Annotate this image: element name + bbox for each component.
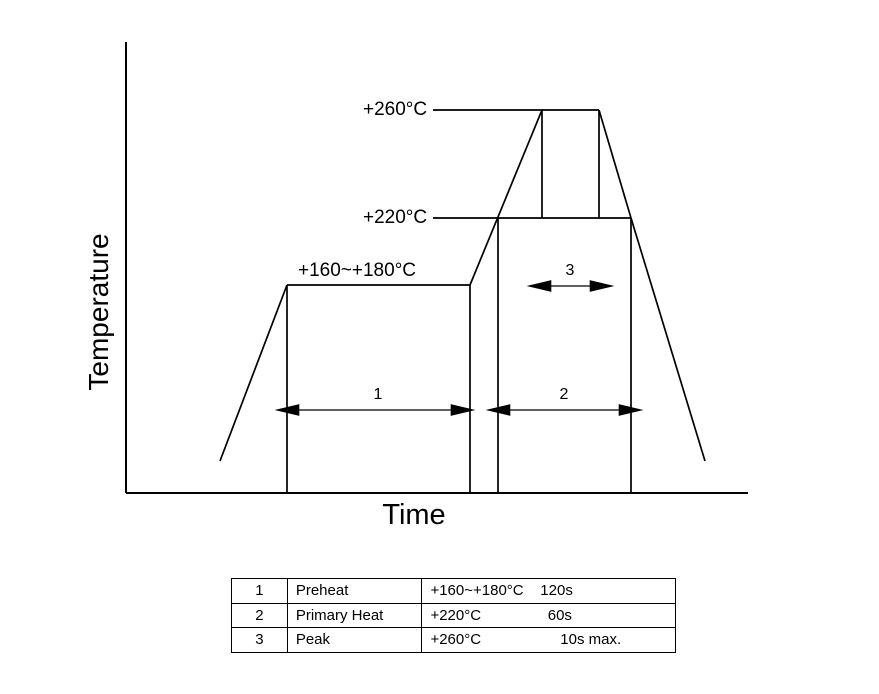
svg-text:3: 3	[566, 262, 575, 279]
svg-text:+260°C: +260°C	[363, 99, 427, 120]
svg-text:+220°C: +220°C	[363, 207, 427, 228]
svg-text:+160~+180°C: +160~+180°C	[298, 260, 416, 281]
svg-text:Time: Time	[382, 499, 445, 531]
svg-text:Temperature: Temperature	[83, 233, 114, 390]
svg-text:1: 1	[374, 386, 383, 403]
svg-text:2: 2	[560, 386, 569, 403]
